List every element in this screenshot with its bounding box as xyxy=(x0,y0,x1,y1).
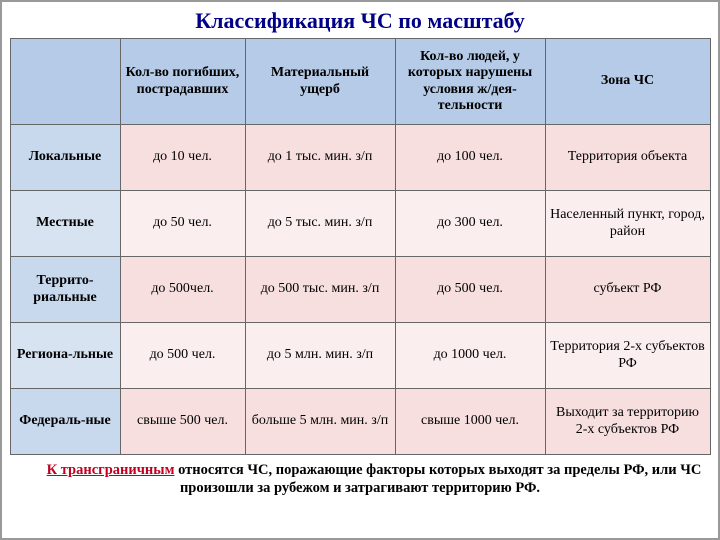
footer-highlight: К трансграничным xyxy=(47,462,175,478)
row-head: Террито-риальные xyxy=(10,257,120,323)
page-title: Классификация ЧС по масштабу xyxy=(2,2,718,38)
classification-table: Кол-во погибших, пострадавших Материальн… xyxy=(10,38,711,455)
cell: субъект РФ xyxy=(545,257,710,323)
table-row: Региона-льные до 500 чел. до 5 млн. мин.… xyxy=(10,323,710,389)
col-header-victims: Кол-во погибших, пострадавших xyxy=(120,39,245,125)
cell: до 1000 чел. xyxy=(395,323,545,389)
table-row: Локальные до 10 чел. до 1 тыс. мин. з/п … xyxy=(10,125,710,191)
cell: свыше 1000 чел. xyxy=(395,389,545,455)
cell: свыше 500 чел. xyxy=(120,389,245,455)
cell: Территория 2-х субъектов РФ xyxy=(545,323,710,389)
cell: до 10 чел. xyxy=(120,125,245,191)
footer-text: К трансграничным относятся ЧС, поражающи… xyxy=(10,461,710,497)
table-row: Террито-риальные до 500чел. до 500 тыс. … xyxy=(10,257,710,323)
table-row: Местные до 50 чел. до 5 тыс. мин. з/п до… xyxy=(10,191,710,257)
cell: до 500 чел. xyxy=(120,323,245,389)
cell: до 500 чел. xyxy=(395,257,545,323)
cell: до 500 тыс. мин. з/п xyxy=(245,257,395,323)
cell: Выходит за территорию 2-х субъектов РФ xyxy=(545,389,710,455)
cell: до 500чел. xyxy=(120,257,245,323)
table-header-row: Кол-во погибших, пострадавших Материальн… xyxy=(10,39,710,125)
cell: больше 5 млн. мин. з/п xyxy=(245,389,395,455)
table-row: Федераль-ные свыше 500 чел. больше 5 млн… xyxy=(10,389,710,455)
page: Классификация ЧС по масштабу Кол-во поги… xyxy=(0,0,720,540)
cell: до 100 чел. xyxy=(395,125,545,191)
row-head: Федераль-ные xyxy=(10,389,120,455)
cell: Территория объекта xyxy=(545,125,710,191)
row-head: Локальные xyxy=(10,125,120,191)
cell: до 1 тыс. мин. з/п xyxy=(245,125,395,191)
col-header-zone: Зона ЧС xyxy=(545,39,710,125)
footer-rest: относятся ЧС, поражающие факторы которых… xyxy=(174,462,701,496)
cell: до 300 чел. xyxy=(395,191,545,257)
col-header-damage: Материальный ущерб xyxy=(245,39,395,125)
col-header-affected: Кол-во людей, у которых нарушены условия… xyxy=(395,39,545,125)
col-header-empty xyxy=(10,39,120,125)
cell: Населенный пункт, город, район xyxy=(545,191,710,257)
row-head: Региона-льные xyxy=(10,323,120,389)
cell: до 50 чел. xyxy=(120,191,245,257)
cell: до 5 млн. мин. з/п xyxy=(245,323,395,389)
row-head: Местные xyxy=(10,191,120,257)
cell: до 5 тыс. мин. з/п xyxy=(245,191,395,257)
